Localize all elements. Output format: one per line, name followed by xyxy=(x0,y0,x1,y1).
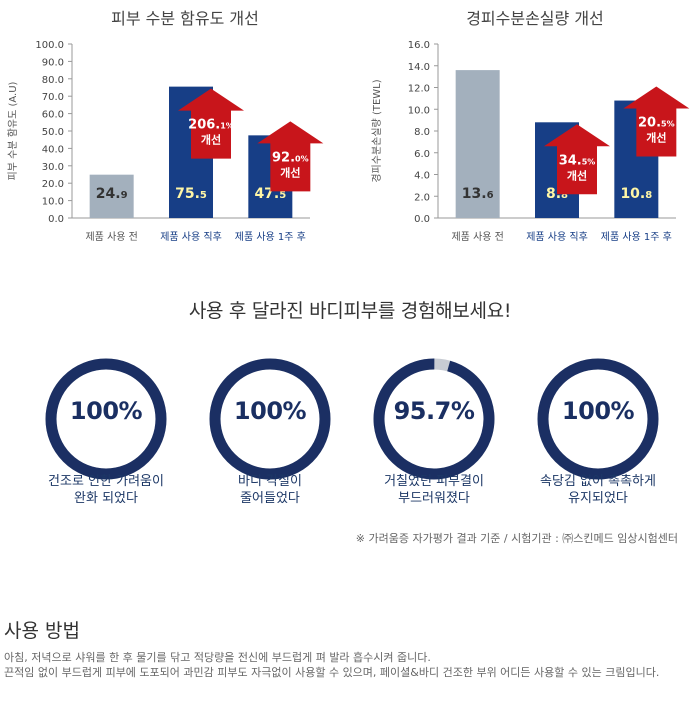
y-tick-label: 80.0 xyxy=(42,75,64,86)
ring-caption-line: 줄어들었다 xyxy=(240,491,300,506)
y-axis-label: 피부 수분 함유도 (A.U) xyxy=(7,81,19,180)
stat-ring: 100% xyxy=(207,356,333,482)
bar xyxy=(89,174,134,218)
usage-title: 사용 방법 xyxy=(4,620,80,642)
y-tick-label: 20.0 xyxy=(42,179,64,190)
chart2-title: 경피수분손실량 개선 xyxy=(466,9,604,28)
ring-progress xyxy=(373,358,495,480)
x-tick-label: 제품 사용 직후 xyxy=(526,231,588,243)
improvement-arrow xyxy=(544,124,610,195)
headline: 사용 후 달라진 바디피부를 경험해보세요! xyxy=(188,300,512,322)
ring-caption-line: 거칠었던 피부결이 xyxy=(384,474,484,489)
improvement-label: 개선 xyxy=(567,168,587,182)
y-tick-label: 40.0 xyxy=(42,144,64,155)
y-tick-label: 4.0 xyxy=(414,171,430,182)
ring-progress xyxy=(209,358,331,480)
usage-line: 아침, 저녁으로 샤워를 한 후 물기를 닦고 적당량을 전신에 부드럽게 펴 … xyxy=(4,651,431,664)
ring-value: 100% xyxy=(561,397,635,425)
x-tick-label: 제품 사용 직후 xyxy=(160,231,222,243)
ring-caption-line: 건조로 인한 가려움이 xyxy=(48,474,164,489)
stat-ring: 100% xyxy=(535,356,661,482)
footnote: ※ 가려움증 자가평가 결과 기준 / 시험기관 : ㈜스킨메드 임상시험센터 xyxy=(355,532,678,545)
improvement-value: 92.0% xyxy=(272,150,309,165)
x-tick-label: 제품 사용 1주 후 xyxy=(601,231,672,243)
ring-value: 100% xyxy=(233,397,307,425)
improvement-value: 20.5% xyxy=(638,116,675,131)
y-tick-label: 14.0 xyxy=(408,62,430,73)
ring-caption-line: 부드러워졌다 xyxy=(398,491,470,506)
bar xyxy=(455,70,500,218)
improvement-value: 206.1% xyxy=(188,118,234,133)
moisture-chart: 0.0 10.0 20.0 30.0 40.0 50.0 60.0 70.0 80.0 90.0 1… xyxy=(7,40,324,243)
improvement-value: 34.5% xyxy=(559,153,596,168)
y-tick-label: 60.0 xyxy=(42,110,64,121)
chart1-title: 피부 수분 함유도 개선 xyxy=(111,9,259,28)
improvement-arrow xyxy=(623,86,690,157)
bar-value-label: 24.9 xyxy=(96,186,128,202)
bar-value-label: 75.5 xyxy=(175,186,207,202)
stat-ring: 100% xyxy=(43,356,169,482)
ring-graphic xyxy=(373,358,495,480)
x-tick-label: 제품 사용 전 xyxy=(85,231,137,243)
y-tick-label: 50.0 xyxy=(42,127,64,138)
y-tick-label: 10.0 xyxy=(42,197,64,208)
usage-text: 아침, 저녁으로 샤워를 한 후 물기를 닦고 적당량을 전신에 부드럽게 펴 … xyxy=(4,650,694,680)
ring-caption-line: 완화 되었다 xyxy=(74,491,138,506)
ring-progress xyxy=(45,358,167,480)
x-tick-label: 제품 사용 1주 후 xyxy=(235,231,306,243)
ring-value: 95.7% xyxy=(393,397,475,425)
tewl-chart: 0.0 2.0 4.0 6.0 8.0 10.0 12.0 14.0 16.0 경피수분손실량 (… xyxy=(370,40,690,243)
y-tick-label: 0.0 xyxy=(48,214,64,225)
ring-graphic xyxy=(537,358,659,480)
x-tick-label: 제품 사용 전 xyxy=(451,231,503,243)
y-tick-label: 8.0 xyxy=(414,127,430,138)
y-tick-label: 0.0 xyxy=(414,214,430,225)
ring-graphic xyxy=(45,358,167,480)
ring-graphic xyxy=(209,358,331,480)
ring-caption-line: 바디 각질이 xyxy=(238,474,302,489)
y-tick-label: 12.0 xyxy=(408,84,430,95)
improvement-label: 개선 xyxy=(646,131,666,145)
ring-progress xyxy=(537,358,659,480)
y-tick-label: 10.0 xyxy=(408,105,430,116)
y-axis-label: 경피수분손실량 (TEWL) xyxy=(370,79,383,182)
y-tick-label: 100.0 xyxy=(35,40,64,51)
bar-value-label: 10.8 xyxy=(620,186,652,202)
y-tick-label: 90.0 xyxy=(42,57,64,68)
ring-caption-line: 속당김 없이 촉촉하게 xyxy=(540,474,656,489)
improvement-arrow xyxy=(257,121,324,192)
usage-line: 끈적임 없이 부드럽게 피부에 도포되어 과민감 피부도 자극없이 사용할 수 … xyxy=(4,666,660,679)
improvement-label: 개선 xyxy=(201,133,221,147)
y-tick-label: 16.0 xyxy=(408,40,430,51)
ring-value: 100% xyxy=(69,397,143,425)
y-tick-label: 70.0 xyxy=(42,92,64,103)
y-tick-label: 6.0 xyxy=(414,149,430,160)
y-tick-label: 30.0 xyxy=(42,162,64,173)
improvement-label: 개선 xyxy=(280,165,300,179)
bar-value-label: 13.6 xyxy=(462,186,494,202)
ring-caption-line: 유지되었다 xyxy=(568,491,628,506)
stat-ring: 95.7% xyxy=(371,356,497,482)
y-tick-label: 2.0 xyxy=(414,192,430,203)
improvement-arrow xyxy=(178,88,244,159)
